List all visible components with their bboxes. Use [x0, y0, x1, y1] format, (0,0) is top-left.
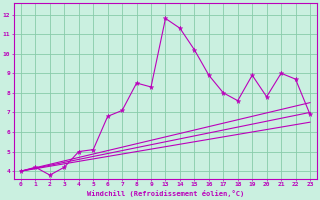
X-axis label: Windchill (Refroidissement éolien,°C): Windchill (Refroidissement éolien,°C): [87, 190, 244, 197]
